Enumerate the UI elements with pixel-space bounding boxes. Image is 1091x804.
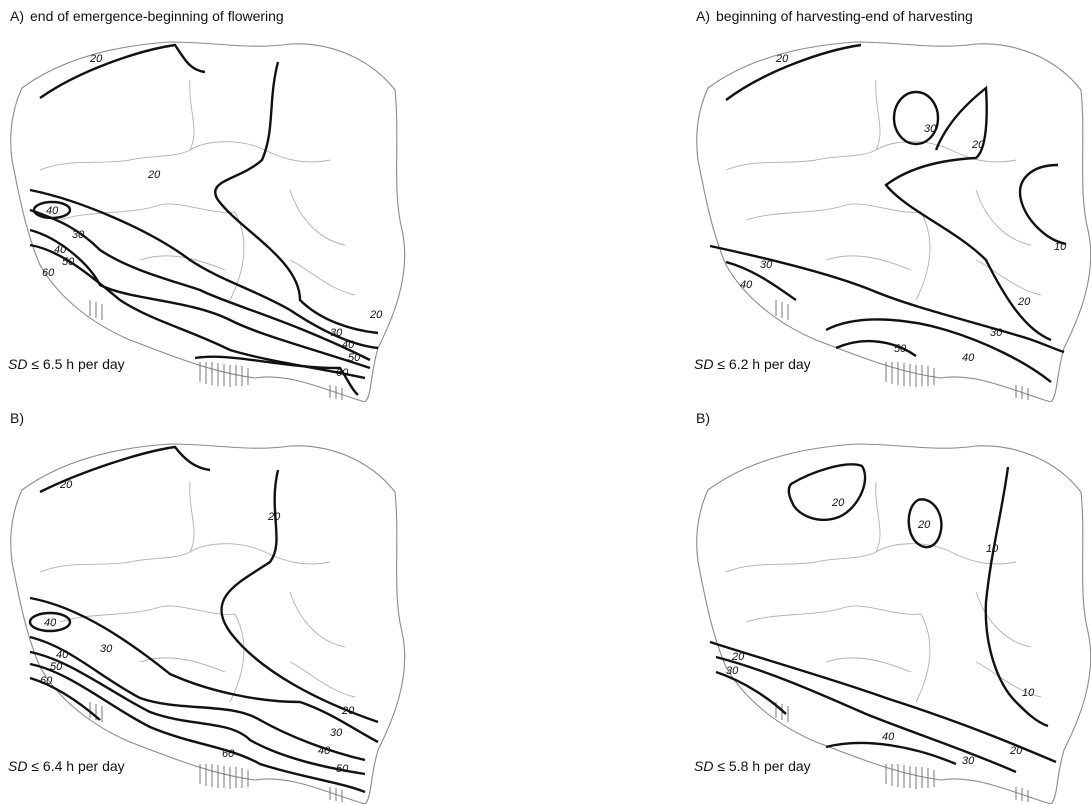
isoline-label: 20 [831,497,845,509]
isoline-label: 60 [40,675,53,687]
threshold-unit: h per day [66,758,125,774]
isoline-labels: 20 20 40 30 40 50 60 20 30 40 50 60 [40,479,355,775]
isoline-label: 40 [962,352,975,364]
mountain-hatching [89,702,343,802]
panel-letter: A) [10,8,24,24]
isolines [709,43,1067,383]
isoline-label: 40 [44,617,57,629]
poland-isoline-map: 20 30 20 10 30 40 20 30 50 40 [696,41,1091,402]
panel-letter: A) [696,8,710,24]
mountain-hatching [775,300,1029,400]
isoline-label: 40 [740,279,753,291]
panel-heading: B) [696,410,716,426]
mountain-hatching [89,300,343,400]
isoline-labels: 20 20 20 30 30 40 40 40 50 50 60 60 [42,53,383,379]
threshold-operator: ≤ [31,758,40,774]
isoline-label: 30 [726,665,739,677]
threshold-operator: ≤ [717,758,726,774]
isoline-labels: 20 20 10 20 30 10 20 40 30 [726,497,1035,767]
isoline-label: 20 [971,139,985,151]
panel-heading: A) beginning of harvesting-end of harvest… [696,8,973,24]
map-panel-a-harvesting: 20 30 20 10 30 40 20 30 50 40 A) beginnin… [686,0,1091,402]
isoline-label: 20 [369,309,383,321]
isoline-label: 40 [882,731,895,743]
threshold-unit: h per day [752,758,811,774]
isolines [29,43,379,396]
poland-isoline-map: 20 20 10 20 30 10 20 40 30 [696,443,1091,804]
isoline-label: 50 [348,352,361,364]
isoline-label: 50 [336,763,349,775]
threshold-value: 6.2 [728,356,749,372]
isoline-label: 20 [775,53,789,65]
sunshine-threshold-label: SD ≤ 6.4 h per day [8,758,125,774]
isoline-label: 20 [917,519,931,531]
mountain-hatching [775,702,1029,802]
isoline-label: 50 [894,343,907,355]
poland-isoline-map: 20 20 40 30 40 50 60 20 30 40 50 60 [10,443,406,804]
isoline-label: 50 [62,256,75,268]
isolines [709,463,1057,774]
isoline-label: 10 [1054,241,1067,253]
isoline-label: 30 [962,755,975,767]
isoline-label: 60 [222,748,235,760]
panel-title: beginning of harvesting-end of harvestin… [716,8,973,24]
panel-heading: A) end of emergence-beginning of flowerin… [10,8,284,24]
isoline-label: 30 [72,229,85,241]
isoline-label: 20 [267,511,281,523]
threshold-value: 6.4 [42,758,63,774]
threshold-operator: ≤ [717,356,726,372]
isoline-label: 40 [342,339,355,351]
isoline-label: 60 [336,367,349,379]
threshold-value: 5.8 [728,758,749,774]
isoline-label: 20 [59,479,73,491]
isoline-label: 30 [760,259,773,271]
sd-symbol: SD [8,758,28,774]
isoline-label: 10 [1022,687,1035,699]
poland-outline [696,443,1091,804]
sd-symbol: SD [694,758,714,774]
sunshine-threshold-label: SD ≤ 5.8 h per day [694,758,811,774]
poland-outline [10,41,406,402]
panel-letter: B) [10,410,24,426]
poland-isoline-map: 20 20 20 30 30 40 40 40 50 50 60 60 [10,41,406,402]
isoline-label: 30 [990,327,1003,339]
isolines [28,445,379,794]
threshold-value: 6.5 [42,356,63,372]
isoline-label: 20 [731,651,745,663]
sd-symbol: SD [8,356,28,372]
sunshine-threshold-label: SD ≤ 6.2 h per day [694,356,811,372]
region-boundaries [725,481,1042,703]
isoline-label: 20 [341,705,355,717]
region-boundaries [39,481,356,703]
isoline-label: 30 [924,123,937,135]
panel-letter: B) [696,410,710,426]
threshold-operator: ≤ [31,356,40,372]
threshold-unit: h per day [752,356,811,372]
region-boundaries [725,79,1042,301]
sunshine-threshold-label: SD ≤ 6.5 h per day [8,356,125,372]
map-panel-b-emergence-flowering: 20 20 40 30 40 50 60 20 30 40 50 60 B) S… [0,402,520,804]
poland-outline [696,41,1091,402]
isoline-label: 30 [330,727,343,739]
isoline-label: 30 [330,327,343,339]
isoline-label: 20 [1009,745,1023,757]
isoline-label: 20 [147,169,161,181]
isoline-label: 40 [46,205,59,217]
panel-title: end of emergence-beginning of flowering [30,8,284,24]
isoline-label: 20 [89,53,103,65]
isoline-label: 40 [56,649,69,661]
isoline-label: 20 [1017,296,1031,308]
sd-symbol: SD [694,356,714,372]
isoline-label: 30 [100,643,113,655]
map-panel-b-harvesting: 20 20 10 20 30 10 20 40 30 B) SD ≤ 5.8 h… [686,402,1091,804]
isoline-labels: 20 30 20 10 30 40 20 30 50 40 [740,53,1067,364]
isoline-label: 10 [986,543,999,555]
threshold-unit: h per day [66,356,125,372]
isoline-label: 40 [318,745,331,757]
panel-heading: B) [10,410,30,426]
map-panel-a-emergence-flowering: 20 20 20 30 30 40 40 40 50 50 60 60 A) en… [0,0,520,402]
isoline-label: 50 [50,661,63,673]
isoline-label: 40 [54,244,67,256]
isoline-label: 60 [42,267,55,279]
